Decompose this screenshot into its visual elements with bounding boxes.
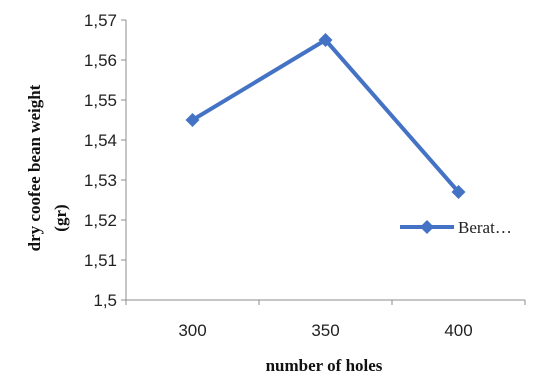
y-axis-title: dry coofee bean weight (gr) [25,84,70,251]
x-tick-label: 350 [311,321,339,340]
legend-label: Berat… [458,218,512,237]
series-line [191,38,461,194]
y-tick-label: 1,51 [84,251,117,270]
y-tick-label: 1,5 [93,291,117,310]
y-tick-label: 1,54 [84,131,117,150]
y-axis-title-line-2: (gr) [51,204,70,231]
x-tick-label: 300 [178,321,206,340]
y-axis: 1,5 1,51 1,52 1,53 1,54 1,55 1,56 1,57 [84,11,127,310]
data-point-marker [185,113,200,127]
x-axis-title: number of holes [266,356,383,375]
y-tick-label: 1,56 [84,51,117,70]
x-axis: 300 350 400 [125,299,526,340]
legend-marker-diamond [420,220,434,234]
series-layer [185,33,466,199]
x-tick-label: 400 [444,321,472,340]
data-point-marker [318,33,333,47]
y-tick-label: 1,57 [84,11,117,30]
y-tick-label: 1,55 [84,91,117,110]
y-tick-label: 1,53 [84,171,117,190]
data-point-marker [451,185,466,199]
legend: Berat… [400,218,512,237]
y-tick-label: 1,52 [84,211,117,230]
y-axis-title-line-1: dry coofee bean weight [25,84,44,251]
